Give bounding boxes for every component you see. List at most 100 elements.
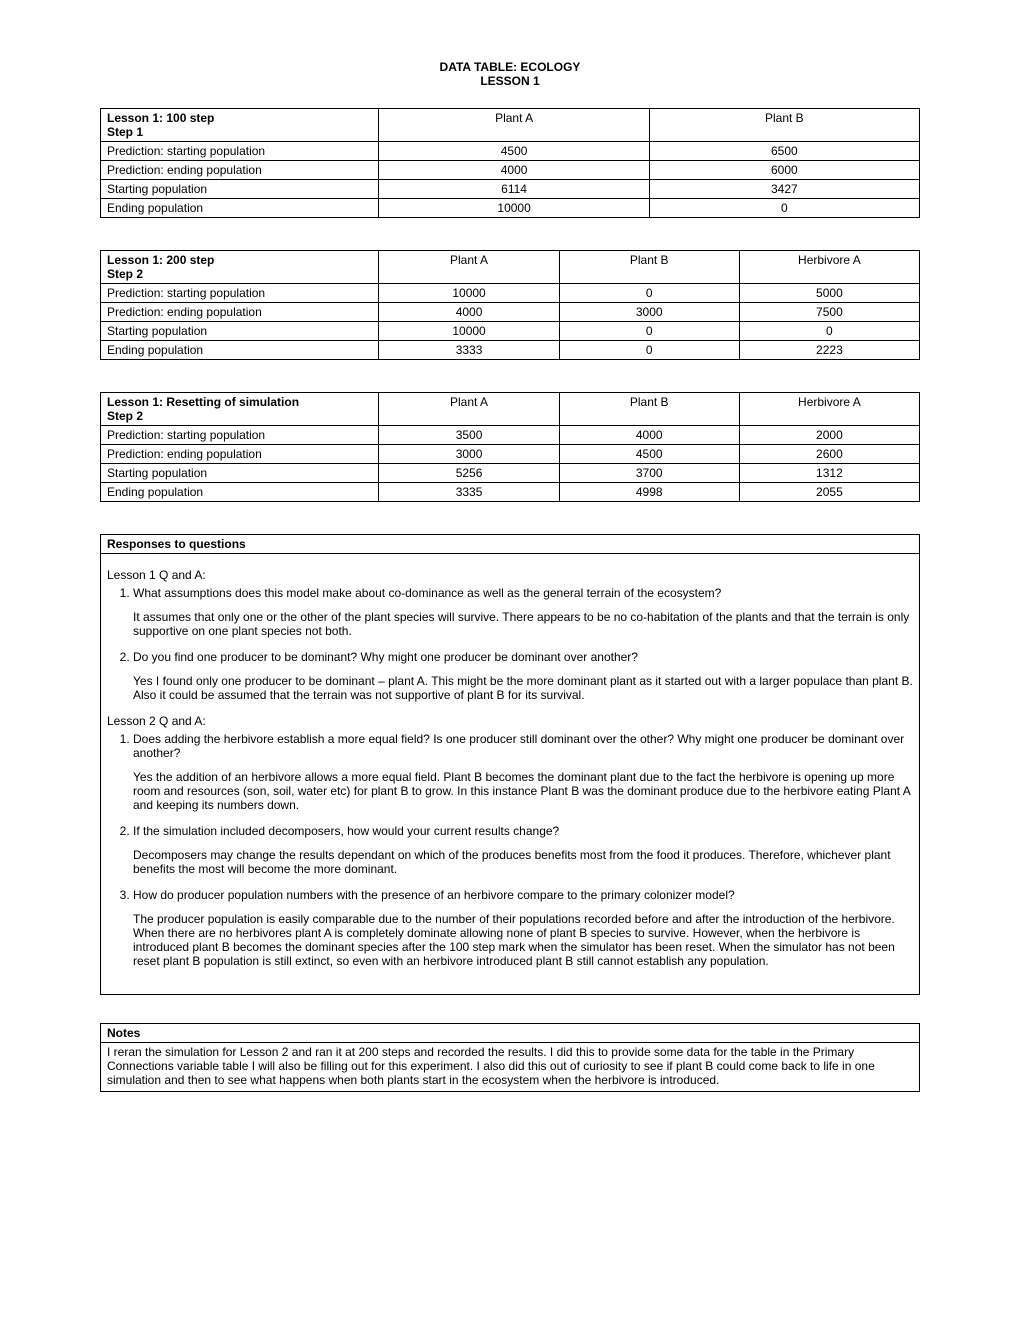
list-item: Does adding the herbivore establish a mo… — [133, 732, 913, 812]
t3-header-c3: Herbivore A — [739, 393, 919, 426]
lesson1-list: What assumptions does this model make ab… — [133, 586, 913, 702]
t2-header-c3: Herbivore A — [739, 251, 919, 284]
t1-r1-c1: 4000 — [379, 161, 649, 180]
table-row: Prediction: starting population 3500 400… — [101, 426, 920, 445]
responses-title: Responses to questions — [101, 535, 919, 554]
t2-header-c2: Plant B — [559, 251, 739, 284]
t3-r1-c1: 3000 — [379, 445, 559, 464]
t3-r0-c1: 3500 — [379, 426, 559, 445]
t1-r2-c1: 6114 — [379, 180, 649, 199]
t1-r2-label: Starting population — [101, 180, 379, 199]
table-row: Starting population 5256 3700 1312 — [101, 464, 920, 483]
t1-r3-c1: 10000 — [379, 199, 649, 218]
t3-header-label: Lesson 1: Resetting of simulation — [107, 395, 299, 409]
t3-r3-c3: 2055 — [739, 483, 919, 502]
table-lesson1-step1: Lesson 1: 100 step Step 1 Plant A Plant … — [100, 108, 920, 218]
l1-q2: Do you find one producer to be dominant?… — [133, 650, 638, 664]
l2-q3: How do producer population numbers with … — [133, 888, 735, 902]
t2-r2-label: Starting population — [101, 322, 379, 341]
l1-a1: It assumes that only one or the other of… — [133, 610, 913, 638]
title-line-1: DATA TABLE: ECOLOGY — [100, 60, 920, 74]
table-row: Starting population 10000 0 0 — [101, 322, 920, 341]
t2-r3-c2: 0 — [559, 341, 739, 360]
table-row: Starting population 6114 3427 — [101, 180, 920, 199]
list-item: What assumptions does this model make ab… — [133, 586, 913, 638]
t3-r2-c3: 1312 — [739, 464, 919, 483]
t1-header-sub: Step 1 — [107, 125, 143, 139]
t1-r1-c2: 6000 — [649, 161, 919, 180]
l1-a2: Yes I found only one producer to be domi… — [133, 674, 913, 702]
t3-r1-c3: 2600 — [739, 445, 919, 464]
t3-r2-label: Starting population — [101, 464, 379, 483]
t2-r3-label: Ending population — [101, 341, 379, 360]
table-row: Prediction: ending population 3000 4500 … — [101, 445, 920, 464]
t2-r1-c2: 3000 — [559, 303, 739, 322]
t1-r1-label: Prediction: ending population — [101, 161, 379, 180]
t1-r3-c2: 0 — [649, 199, 919, 218]
t2-r0-c1: 10000 — [379, 284, 559, 303]
list-item: Do you find one producer to be dominant?… — [133, 650, 913, 702]
notes-section: Notes I reran the simulation for Lesson … — [100, 1023, 920, 1092]
t2-r1-c3: 7500 — [739, 303, 919, 322]
t2-r1-c1: 4000 — [379, 303, 559, 322]
t1-r2-c2: 3427 — [649, 180, 919, 199]
t3-r0-label: Prediction: starting population — [101, 426, 379, 445]
table-row: Prediction: starting population 4500 650… — [101, 142, 920, 161]
l2-a2: Decomposers may change the results depen… — [133, 848, 913, 876]
t2-header-c1: Plant A — [379, 251, 559, 284]
lesson2-list: Does adding the herbivore establish a mo… — [133, 732, 913, 968]
responses-section: Responses to questions Lesson 1 Q and A:… — [100, 534, 920, 995]
l2-a1: Yes the addition of an herbivore allows … — [133, 770, 913, 812]
t3-r0-c3: 2000 — [739, 426, 919, 445]
table-row: Ending population 3335 4998 2055 — [101, 483, 920, 502]
t2-r2-c3: 0 — [739, 322, 919, 341]
t1-r0-c2: 6500 — [649, 142, 919, 161]
table-row: Ending population 10000 0 — [101, 199, 920, 218]
l2-a3: The producer population is easily compar… — [133, 912, 913, 968]
table-lesson1-reset: Lesson 1: Resetting of simulation Step 2… — [100, 392, 920, 502]
l2-q2: If the simulation included decomposers, … — [133, 824, 559, 838]
t3-r1-c2: 4500 — [559, 445, 739, 464]
notes-body: I reran the simulation for Lesson 2 and … — [101, 1043, 919, 1091]
t1-r0-label: Prediction: starting population — [101, 142, 379, 161]
t2-r0-c2: 0 — [559, 284, 739, 303]
list-item: If the simulation included decomposers, … — [133, 824, 913, 876]
lesson1-heading: Lesson 1 Q and A: — [107, 568, 913, 582]
t3-r2-c1: 5256 — [379, 464, 559, 483]
lesson2-heading: Lesson 2 Q and A: — [107, 714, 913, 728]
t3-r2-c2: 3700 — [559, 464, 739, 483]
t2-r3-c1: 3333 — [379, 341, 559, 360]
t3-header-sub: Step 2 — [107, 409, 143, 423]
t3-r3-label: Ending population — [101, 483, 379, 502]
t3-header-c2: Plant B — [559, 393, 739, 426]
t2-r2-c2: 0 — [559, 322, 739, 341]
t3-r1-label: Prediction: ending population — [101, 445, 379, 464]
t1-header-c1: Plant A — [379, 109, 649, 142]
t2-r0-c3: 5000 — [739, 284, 919, 303]
t1-header-label: Lesson 1: 100 step — [107, 111, 214, 125]
l2-q1: Does adding the herbivore establish a mo… — [133, 732, 904, 760]
list-item: How do producer population numbers with … — [133, 888, 913, 968]
table-lesson1-step2: Lesson 1: 200 step Step 2 Plant A Plant … — [100, 250, 920, 360]
t1-r0-c1: 4500 — [379, 142, 649, 161]
table-row: Prediction: ending population 4000 3000 … — [101, 303, 920, 322]
t3-r0-c2: 4000 — [559, 426, 739, 445]
t2-r3-c3: 2223 — [739, 341, 919, 360]
t2-r1-label: Prediction: ending population — [101, 303, 379, 322]
t2-r2-c1: 10000 — [379, 322, 559, 341]
t3-r3-c1: 3335 — [379, 483, 559, 502]
table-row: Prediction: ending population 4000 6000 — [101, 161, 920, 180]
responses-body: Lesson 1 Q and A: What assumptions does … — [101, 554, 919, 994]
l1-q1: What assumptions does this model make ab… — [133, 586, 721, 600]
table-row: Prediction: starting population 10000 0 … — [101, 284, 920, 303]
title-line-2: LESSON 1 — [100, 74, 920, 88]
t2-r0-label: Prediction: starting population — [101, 284, 379, 303]
t1-r3-label: Ending population — [101, 199, 379, 218]
notes-title: Notes — [101, 1024, 919, 1043]
t2-header-sub: Step 2 — [107, 267, 143, 281]
t1-header-c2: Plant B — [649, 109, 919, 142]
t3-header-c1: Plant A — [379, 393, 559, 426]
page-title: DATA TABLE: ECOLOGY LESSON 1 — [100, 60, 920, 88]
table-row: Ending population 3333 0 2223 — [101, 341, 920, 360]
t3-r3-c2: 4998 — [559, 483, 739, 502]
